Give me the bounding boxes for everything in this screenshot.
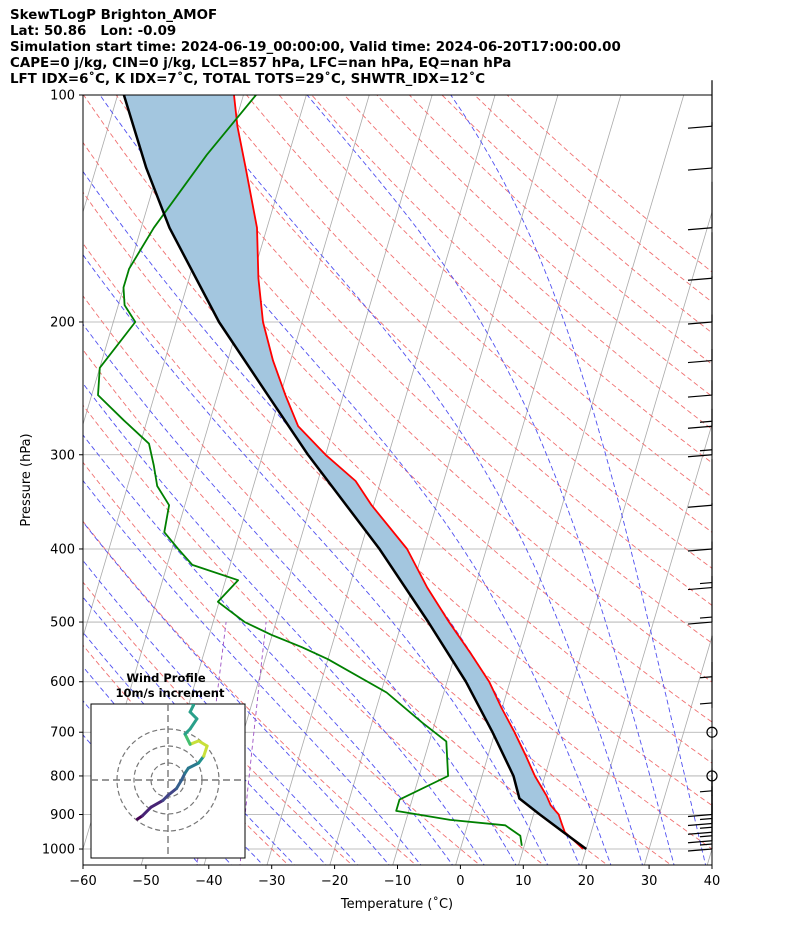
moist-adiabat [83, 479, 422, 865]
dry-adiabat [83, 191, 712, 807]
x-tick-label: −60 [69, 874, 96, 889]
dewpoint-line [97, 95, 523, 846]
wind-barbs [687, 80, 718, 852]
hodograph-title: Wind Profile [126, 671, 206, 685]
isotherm-line [83, 95, 181, 426]
y-tick-label: 600 [50, 675, 75, 690]
moist-adiabat [83, 559, 359, 865]
x-tick-label: −50 [132, 874, 159, 889]
dry-adiabat [506, 95, 712, 273]
chart-title: SkewTLogP Brighton_AMOF [10, 8, 218, 23]
moist-adiabat [83, 323, 517, 865]
isotherm-line [643, 635, 712, 865]
axis-ticks: −60 −50 −40 −30 −20 −10 0 10 20 30 40 100 200 300 400 5… [42, 89, 720, 890]
hodograph-inset [90, 703, 246, 859]
isotherm-line [455, 95, 685, 865]
wind-barb [687, 232, 713, 281]
hodograph-subtitle: 10m/s increment [116, 686, 225, 700]
wind-barb [687, 349, 713, 398]
y-tick-label: 300 [50, 448, 75, 463]
location-line: Lat: 50.86 Lon: -0.09 [10, 24, 177, 39]
profile-lines [97, 95, 587, 851]
dry-adiabat [213, 95, 712, 569]
dry-adiabat [409, 95, 712, 365]
moist-adiabat [306, 95, 675, 865]
moist-adiabat [83, 254, 549, 865]
isotherm-line [266, 95, 496, 865]
dry-adiabat [246, 95, 712, 533]
y-tick-label: 700 [50, 726, 75, 741]
x-tick-label: −20 [321, 874, 348, 889]
hodograph-segment [183, 732, 192, 746]
indices-line: LFT IDX=6˚C, K IDX=7˚C, TOTAL TOTS=29˚C,… [10, 72, 486, 87]
moist-adiabat [83, 434, 454, 865]
wind-barb [687, 777, 713, 827]
wind-barb [699, 749, 713, 796]
hodograph-segment [202, 744, 209, 758]
hodograph-segment [197, 739, 209, 748]
hodograph-segment [188, 710, 199, 721]
hodograph-segment [186, 761, 201, 770]
figure-header: SkewTLogP Brighton_AMOF Lat: 50.86 Lon: … [10, 8, 621, 88]
y-tick-label: 100 [50, 89, 75, 104]
wind-barb [687, 181, 713, 231]
moist-adiabat [450, 95, 707, 865]
wind-barb [706, 726, 718, 738]
isotherm-line [518, 210, 712, 865]
wind-barb [699, 635, 713, 682]
moist-adiabat [188, 95, 643, 865]
dry-adiabat [376, 95, 712, 397]
dry-adiabat [83, 295, 672, 865]
temperature-line [233, 95, 584, 850]
y-tick-label: 800 [50, 769, 75, 784]
y-tick-label: 1000 [42, 843, 75, 858]
x-axis-label: Temperature (˚C) [340, 896, 453, 912]
moist-adiabat [99, 95, 612, 865]
cape-line: CAPE=0 j/kg, CIN=0 j/kg, LCL=857 hPa, LF… [10, 56, 512, 71]
dry-adiabat [83, 242, 712, 850]
wind-barb [687, 408, 713, 458]
dry-adiabat [83, 520, 417, 865]
wind-barb [687, 80, 713, 129]
moist-adiabat [83, 382, 485, 865]
x-tick-label: 40 [704, 874, 721, 889]
isotherm-line [329, 95, 559, 865]
parcel-line [122, 95, 587, 851]
wind-barb [706, 770, 718, 782]
y-axis-label: Pressure (hPa) [19, 433, 34, 526]
x-tick-label: −40 [195, 874, 222, 889]
hodograph-segment [188, 717, 199, 731]
dry-adiabat [343, 95, 712, 430]
x-tick-label: −10 [384, 874, 411, 889]
isotherm-line [706, 847, 712, 865]
isotherm-line [581, 422, 712, 865]
x-tick-label: 20 [578, 874, 595, 889]
moist-adiabat [83, 631, 296, 865]
hodograph-segment [149, 798, 165, 809]
y-tick-label: 900 [50, 808, 75, 823]
wind-barb [687, 122, 713, 171]
wind-barb [687, 786, 713, 835]
wind-barb [687, 502, 713, 552]
time-line: Simulation start time: 2024-06-19_00:00:… [10, 40, 621, 55]
x-tick-label: 30 [641, 874, 658, 889]
x-tick-label: 10 [515, 874, 532, 889]
y-tick-label: 400 [50, 542, 75, 557]
hodograph-segment [188, 739, 201, 746]
wind-barb [687, 380, 713, 429]
dry-adiabat [181, 95, 712, 606]
y-tick-label: 500 [50, 616, 75, 631]
x-tick-label: 0 [456, 874, 464, 889]
dry-adiabat [441, 95, 712, 334]
wind-barb [687, 275, 713, 325]
hodograph-segment [175, 778, 184, 790]
cape-fill [123, 95, 576, 841]
wind-barb [687, 459, 713, 508]
wind-barb [699, 661, 713, 708]
x-tick-label: −30 [258, 874, 285, 889]
hodograph-segment [166, 787, 178, 797]
hodograph-segment [141, 805, 153, 818]
y-tick-label: 200 [50, 315, 75, 330]
